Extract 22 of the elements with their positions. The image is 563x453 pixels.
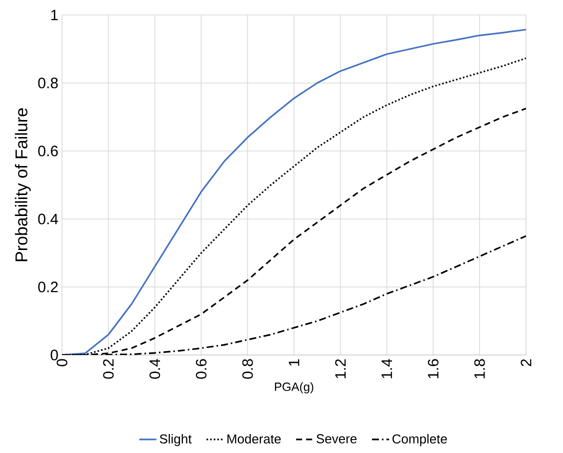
x-tick-label: 1 — [288, 359, 300, 366]
x-tick-label: 1.6 — [428, 359, 438, 378]
y-tick-label: 0.6 — [38, 146, 58, 156]
x-tick-label: 0.2 — [103, 359, 114, 379]
x-tick-label: 2 — [520, 359, 532, 366]
x-tick-label: 0 — [56, 359, 68, 366]
x-tick-label: 0.8 — [242, 359, 253, 379]
y-tick-label: 1 — [51, 10, 58, 20]
y-axis-title: Probability of Failure — [14, 108, 31, 262]
x-tick-label: 1.2 — [335, 359, 346, 378]
y-tick-label: 0.2 — [38, 282, 58, 292]
legend-label: Moderate — [227, 434, 281, 444]
legend-label: Slight — [160, 434, 192, 446]
x-tick-label: 1.8 — [474, 359, 485, 378]
legend-label: Severe — [316, 434, 357, 444]
y-tick-label: 0.4 — [38, 214, 58, 224]
x-tick-label: 0.4 — [149, 358, 160, 379]
x-tick-label: 1.4 — [382, 358, 392, 378]
x-axis-title: PGA(g) — [274, 382, 314, 394]
x-tick-label: 0.6 — [196, 359, 207, 379]
legend-label: Complete — [392, 434, 447, 446]
y-tick-label: 0.8 — [38, 78, 58, 88]
